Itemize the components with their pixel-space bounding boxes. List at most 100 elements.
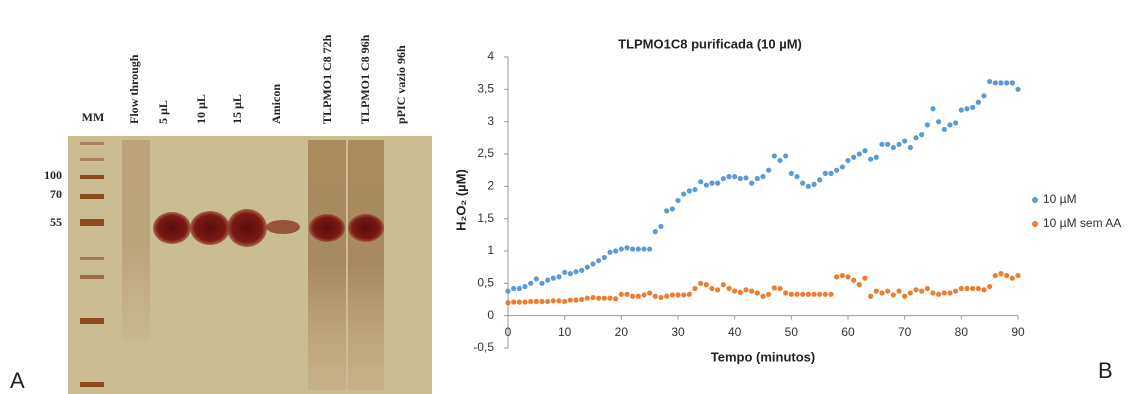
y-tick-label: 4 <box>487 49 494 63</box>
point <box>726 286 731 291</box>
point <box>760 174 765 179</box>
point <box>1015 273 1020 278</box>
point <box>964 106 969 111</box>
point <box>834 274 839 279</box>
band <box>266 220 300 234</box>
lane-label: 5 µL <box>156 100 170 124</box>
point <box>970 105 975 110</box>
point <box>1004 80 1009 85</box>
marker-label: 70 <box>50 187 62 201</box>
x-tick-label: 10 <box>558 325 572 339</box>
point <box>845 274 850 279</box>
point <box>647 246 652 251</box>
point <box>794 292 799 297</box>
point <box>789 292 794 297</box>
y-tick-label: 1,5 <box>477 211 494 225</box>
point <box>602 255 607 260</box>
y-tick-label: 3 <box>487 114 494 128</box>
point <box>925 286 930 291</box>
point <box>539 299 544 304</box>
point <box>590 295 595 300</box>
point <box>823 171 828 176</box>
band <box>227 209 267 247</box>
point <box>709 181 714 186</box>
x-tick-label: 30 <box>671 325 685 339</box>
point <box>834 168 839 173</box>
point <box>874 155 879 160</box>
point <box>908 290 913 295</box>
point <box>987 284 992 289</box>
point <box>743 287 748 292</box>
lane-label: TLPMO1 C8 72h <box>320 34 334 124</box>
point <box>573 269 578 274</box>
y-tick-label: 0 <box>487 308 494 322</box>
point <box>562 299 567 304</box>
point <box>913 287 918 292</box>
point <box>704 282 709 287</box>
point <box>624 245 629 250</box>
point <box>732 174 737 179</box>
point <box>964 286 969 291</box>
point <box>993 80 998 85</box>
point <box>675 292 680 297</box>
point <box>857 282 862 287</box>
point <box>919 132 924 137</box>
point <box>919 288 924 293</box>
point <box>709 286 714 291</box>
point <box>641 246 646 251</box>
point <box>568 271 573 276</box>
point <box>817 292 822 297</box>
point <box>896 288 901 293</box>
point <box>681 191 686 196</box>
legend-label: 10 µM sem AA <box>1043 216 1121 230</box>
y-tick-label: 3,5 <box>477 82 494 96</box>
point <box>760 294 765 299</box>
point <box>828 171 833 176</box>
y-tick-label: 2,5 <box>477 146 494 160</box>
point <box>522 284 527 289</box>
point <box>806 184 811 189</box>
point <box>664 294 669 299</box>
point <box>585 296 590 301</box>
point <box>545 299 550 304</box>
point <box>936 292 941 297</box>
point <box>806 292 811 297</box>
point <box>755 176 760 181</box>
lane-label: 15 µL <box>230 94 244 124</box>
point <box>675 198 680 203</box>
point <box>704 182 709 187</box>
y-tick-label: 0,5 <box>477 276 494 290</box>
point <box>953 288 958 293</box>
lane-label: Flow through <box>127 54 141 124</box>
smear <box>308 140 346 390</box>
point <box>653 229 658 234</box>
point <box>641 292 646 297</box>
legend-label: 10 µM <box>1043 192 1077 206</box>
point <box>908 145 913 150</box>
point <box>947 290 952 295</box>
point <box>619 246 624 251</box>
point <box>840 164 845 169</box>
point <box>891 292 896 297</box>
y-tick-label: 1 <box>487 243 494 257</box>
gel-header <box>68 40 432 136</box>
point <box>879 290 884 295</box>
point <box>568 298 573 303</box>
band <box>348 214 384 242</box>
point <box>794 174 799 179</box>
point <box>749 181 754 186</box>
point <box>851 278 856 283</box>
point <box>925 122 930 127</box>
point <box>721 282 726 287</box>
point <box>811 182 816 187</box>
point <box>930 106 935 111</box>
y-tick-label: 2 <box>487 179 494 193</box>
x-tick-label: 90 <box>1011 325 1025 339</box>
point <box>687 188 692 193</box>
point <box>1010 80 1015 85</box>
lane-label: pPIC vazio 96h <box>394 45 408 124</box>
point <box>868 294 873 299</box>
x-tick-label: 0 <box>505 325 512 339</box>
panel-label: B <box>1098 358 1113 383</box>
point <box>755 290 760 295</box>
